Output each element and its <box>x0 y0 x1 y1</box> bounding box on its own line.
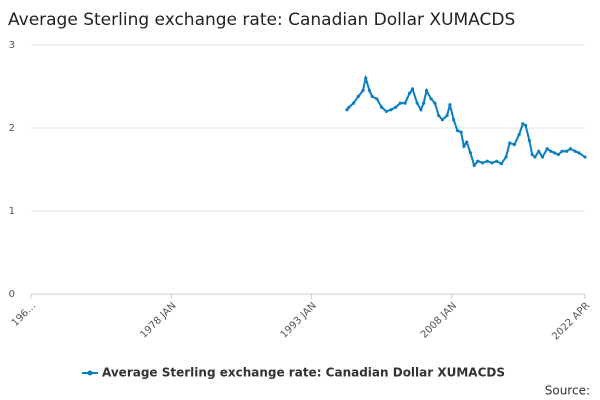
data-point <box>462 144 466 148</box>
data-point <box>512 143 517 147</box>
data-point <box>394 105 398 109</box>
data-point <box>408 91 412 95</box>
x-tick-label: 2008 JAN <box>419 300 459 340</box>
data-point <box>481 161 485 165</box>
data-point <box>573 149 577 153</box>
data-point <box>361 89 365 93</box>
data-point <box>389 108 393 112</box>
data-point <box>468 151 473 155</box>
data-point <box>508 141 512 145</box>
data-point <box>440 118 445 122</box>
series-line <box>346 74 586 168</box>
data-point <box>577 151 581 155</box>
data-point <box>367 89 372 93</box>
data-point <box>553 151 557 155</box>
data-point <box>540 155 545 159</box>
source: Source: <box>545 384 590 398</box>
data-point <box>380 105 384 109</box>
data-point <box>398 101 402 105</box>
x-tick-label: 2022 APR <box>550 300 592 342</box>
data-point <box>448 103 452 107</box>
data-point <box>375 97 379 101</box>
data-point <box>403 101 407 105</box>
data-point <box>347 105 351 109</box>
data-point <box>370 94 374 99</box>
x-tick-label: 1978 JAN <box>138 300 178 340</box>
data-point <box>583 155 587 159</box>
y-tick-label: 2 <box>9 123 15 134</box>
data-point <box>504 155 508 159</box>
legend-label: Average Sterling exchange rate: Canadian… <box>102 366 505 380</box>
data-point <box>384 109 388 113</box>
data-point <box>455 128 459 133</box>
data-point <box>419 108 423 112</box>
data-point <box>429 97 433 101</box>
data-point <box>345 108 349 112</box>
data-point <box>527 138 531 143</box>
chart-title: Average Sterling exchange rate: Canadian… <box>8 10 515 30</box>
data-point <box>517 133 521 137</box>
data-point <box>433 101 437 105</box>
data-point <box>490 161 494 165</box>
data-point <box>356 94 360 99</box>
data-point <box>364 76 368 80</box>
data-point <box>422 101 426 105</box>
data-point <box>499 162 503 166</box>
data-point <box>472 163 476 167</box>
data-point <box>415 101 419 105</box>
data-point <box>445 113 449 118</box>
data-point <box>560 149 564 153</box>
data-point <box>565 149 569 153</box>
y-tick-label: 1 <box>9 206 15 217</box>
data-point <box>351 101 356 105</box>
data-point <box>524 123 528 128</box>
data-point <box>424 89 429 93</box>
data-point <box>476 159 480 163</box>
legend-symbol-dot <box>87 370 93 376</box>
data-point <box>452 118 456 122</box>
y-tick-label: 3 <box>9 40 15 51</box>
data-point <box>521 122 525 126</box>
data-point <box>556 152 560 157</box>
data-point <box>537 149 541 153</box>
data-point <box>533 155 537 159</box>
data-point <box>549 149 553 153</box>
data-point <box>410 87 415 91</box>
data-point <box>545 147 549 151</box>
data-point <box>530 152 534 157</box>
y-tick-label: 0 <box>9 289 15 300</box>
data-point <box>568 147 573 151</box>
data-point <box>459 130 463 134</box>
data-point <box>465 140 469 144</box>
data-point <box>495 159 499 163</box>
x-tick-label: 196… <box>10 300 38 328</box>
data-point <box>485 159 489 163</box>
x-tick-label: 1993 JAN <box>279 300 319 340</box>
data-point <box>437 113 441 118</box>
